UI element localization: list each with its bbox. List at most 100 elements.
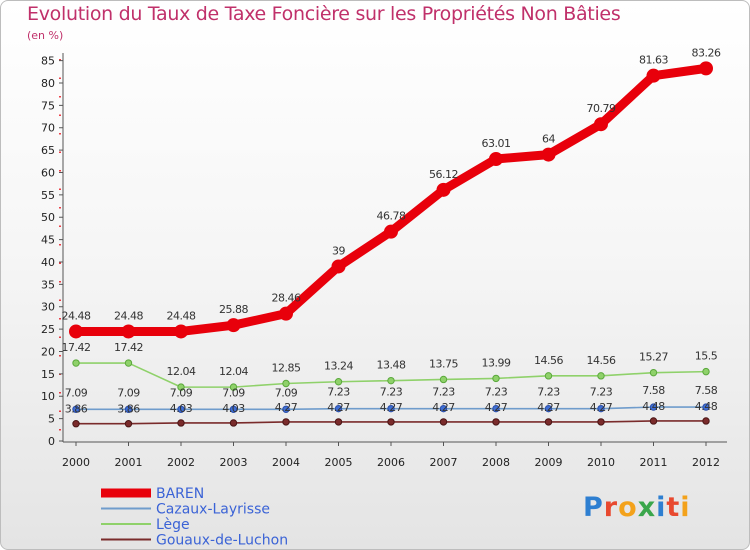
data-point <box>544 404 553 413</box>
data-label: 7.23 <box>485 386 508 399</box>
data-point <box>72 405 80 413</box>
data-label: 3.86 <box>65 403 88 416</box>
series-baren <box>69 61 713 339</box>
data-point <box>124 405 133 413</box>
y-tick-label: 40 <box>41 256 55 269</box>
data-label: 4.03 <box>170 402 193 415</box>
logo-letter: i <box>656 492 667 523</box>
y-tick-label: 55 <box>41 189 55 202</box>
data-label: 13.24 <box>324 360 353 373</box>
data-label: 7.23 <box>432 386 455 399</box>
data-label: 17.42 <box>62 341 91 354</box>
y-tick-label: 10 <box>41 390 55 403</box>
data-label: 4.27 <box>432 401 455 414</box>
data-point <box>229 383 238 391</box>
data-point <box>124 420 133 428</box>
data-point <box>649 368 658 377</box>
y-tick-label: 15 <box>41 368 55 381</box>
x-tick-label: 2005 <box>325 456 353 469</box>
data-label: 7.23 <box>380 386 403 399</box>
data-point <box>72 359 80 367</box>
y-tick-label: 45 <box>41 234 55 247</box>
y-tick-label: 85 <box>41 55 55 68</box>
data-label: 4.27 <box>590 401 613 414</box>
logo-letter: t <box>666 492 681 523</box>
x-tick-label: 2000 <box>62 456 90 469</box>
data-point <box>649 403 658 411</box>
data-point <box>282 379 290 388</box>
data-point <box>436 182 451 197</box>
data-point <box>541 147 556 162</box>
data-point <box>489 152 503 167</box>
data-label: 7.09 <box>275 386 298 399</box>
data-label: 17.42 <box>114 341 143 354</box>
data-label: 39 <box>332 244 345 257</box>
x-tick-label: 2012 <box>692 456 720 469</box>
x-tick-label: 2011 <box>640 456 668 469</box>
data-label: 4.48 <box>642 400 665 413</box>
y-tick-label: 30 <box>41 301 55 314</box>
data-point <box>72 420 80 428</box>
data-point <box>226 318 241 333</box>
data-point <box>229 405 238 413</box>
y-tick-label: 25 <box>41 323 55 336</box>
logo-letter: o <box>618 492 638 523</box>
data-point <box>282 418 290 426</box>
logo-letter: x <box>637 492 657 523</box>
data-label: 12.04 <box>219 365 248 378</box>
logo-letter: r <box>603 492 619 523</box>
data-point <box>121 324 136 339</box>
x-tick-label: 2001 <box>115 456 143 469</box>
data-point <box>699 61 713 76</box>
data-point <box>702 367 710 376</box>
data-label: 7.09 <box>170 386 193 399</box>
x-tick-label: 2002 <box>167 456 195 469</box>
data-point <box>334 404 343 413</box>
data-point <box>439 404 448 413</box>
data-point <box>544 372 553 380</box>
data-point <box>439 375 448 384</box>
data-label: 15.5 <box>695 350 718 363</box>
data-point <box>492 418 500 426</box>
data-point <box>594 117 608 132</box>
y-tick-label: 35 <box>41 278 55 291</box>
data-point <box>387 404 395 413</box>
data-label: 14.56 <box>587 354 616 367</box>
data-point <box>597 404 605 413</box>
data-point <box>649 417 658 425</box>
data-label: 3.86 <box>117 403 140 416</box>
data-label: 7.23 <box>327 386 350 399</box>
data-point <box>439 418 448 426</box>
data-label: 4.27 <box>485 401 508 414</box>
x-tick-label: 2008 <box>482 456 510 469</box>
data-label: 4.27 <box>327 401 350 414</box>
data-label: 7.58 <box>642 384 665 397</box>
data-point <box>384 224 398 239</box>
data-label: 4.48 <box>695 400 718 413</box>
data-label: 7.23 <box>590 386 613 399</box>
y-tick-label: 80 <box>41 77 55 90</box>
data-label: 81.63 <box>639 54 668 67</box>
data-point <box>279 306 293 321</box>
data-point <box>69 324 83 339</box>
data-point <box>282 405 290 413</box>
x-tick-label: 2004 <box>272 456 300 469</box>
x-tick-label: 2010 <box>587 456 615 469</box>
y-tick-label: 50 <box>41 211 55 224</box>
series-gouaux-de-luchon <box>72 417 710 428</box>
data-point <box>331 259 346 274</box>
data-point <box>544 418 553 426</box>
data-label: 64 <box>542 133 555 146</box>
data-label: 12.85 <box>272 361 301 374</box>
data-point <box>177 383 185 391</box>
data-label: 13.48 <box>377 359 406 372</box>
data-label: 4.27 <box>380 401 403 414</box>
data-point <box>124 359 133 367</box>
data-label: 56.12 <box>429 168 458 181</box>
y-tick-label: 75 <box>41 99 55 112</box>
data-label: 4.03 <box>222 402 245 415</box>
logo-letter: P <box>583 492 604 523</box>
logo-letter: i <box>680 492 691 523</box>
